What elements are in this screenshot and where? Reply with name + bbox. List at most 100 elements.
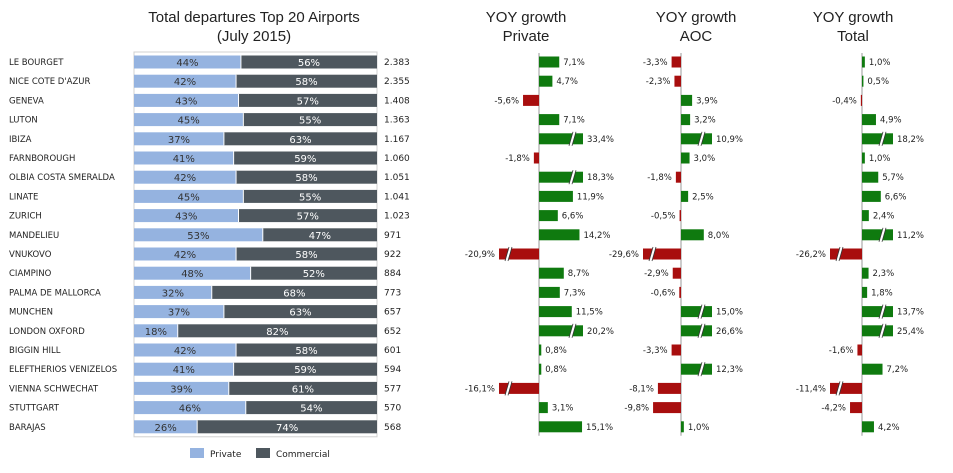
- yoy-positive-bar: [862, 171, 879, 183]
- yoy-positive-bar: [681, 190, 689, 202]
- yoy-value-label: 1,0%: [869, 58, 891, 68]
- airport-label: MANDELIEU: [9, 231, 59, 241]
- commercial-share-label: 55%: [299, 116, 321, 127]
- axis-break-line: [568, 323, 574, 338]
- commercial-share-label: 68%: [283, 288, 305, 299]
- private-share-bar: [134, 113, 244, 127]
- total-departures-value: 1.363: [384, 116, 410, 126]
- yoy-negative-bar: [499, 382, 539, 394]
- yoy-value-label: 7,1%: [563, 58, 585, 68]
- yoy-value-label: 8,0%: [708, 231, 730, 241]
- yoy-positive-bar: [862, 114, 876, 126]
- yoy-positive-bar: [862, 210, 869, 222]
- private-share-bar: [134, 151, 234, 165]
- axis-break-mark: [879, 304, 886, 319]
- yoy-value-label: 15,0%: [716, 308, 743, 318]
- axis-break-line: [838, 246, 844, 262]
- yoy-negative-bar: [860, 94, 862, 106]
- airport-label: STUTTGART: [9, 404, 60, 414]
- axis-break-mark: [836, 247, 843, 261]
- axis-break-line: [697, 323, 703, 338]
- airport-label: BIGGIN HILL: [9, 346, 61, 356]
- yoy-negative-bar: [523, 94, 539, 106]
- yoy-positive-bar: [539, 171, 583, 183]
- yoy-positive-bar: [862, 190, 881, 202]
- legend-label-private: Private: [210, 450, 242, 460]
- yoy-negative-bar: [643, 248, 681, 260]
- yoy-negative-bar: [850, 402, 862, 414]
- private-share-label: 43%: [175, 96, 197, 107]
- commercial-share-label: 63%: [289, 308, 311, 319]
- commercial-share-bar: [245, 401, 377, 415]
- commercial-share-label: 63%: [289, 135, 311, 146]
- commercial-share-bar: [243, 113, 377, 127]
- private-share-label: 39%: [170, 384, 192, 395]
- yoy-value-label: 1,0%: [869, 154, 891, 164]
- axis-break-line: [700, 362, 706, 377]
- yoy-positive-bar: [539, 363, 542, 375]
- private-share-label: 46%: [179, 404, 201, 415]
- axis-break-line: [651, 246, 657, 262]
- private-share-label: 53%: [187, 231, 209, 242]
- yoy-positive-bar: [539, 75, 553, 87]
- axis-break-line: [881, 323, 887, 338]
- yoy-negative-bar: [499, 248, 539, 260]
- yoy-value-label: 0,8%: [545, 365, 567, 375]
- yoy-positive-bar: [539, 306, 572, 318]
- private-share-bar: [134, 247, 237, 261]
- yoy-value-label: 7,3%: [564, 288, 586, 298]
- yoy-value-label: -2,3%: [646, 77, 671, 87]
- yoy-positive-bar: [681, 152, 690, 164]
- commercial-share-bar: [223, 132, 377, 146]
- axis-break-line: [697, 362, 703, 377]
- yoy-negative-bar: [679, 210, 681, 222]
- private-share-bar: [134, 93, 239, 107]
- axis-break-line: [697, 131, 703, 146]
- yoy-value-label: 5,7%: [882, 173, 904, 183]
- yoy-private-title-line-1: YOY growth: [486, 9, 567, 26]
- axis-break-line: [504, 381, 510, 396]
- yoy-value-label: 4,2%: [878, 423, 900, 433]
- commercial-share-bar: [177, 324, 377, 338]
- airport-label: LUTON: [9, 116, 38, 126]
- commercial-share-bar: [240, 55, 377, 69]
- commercial-share-bar: [233, 151, 377, 165]
- yoy-value-label: 18,2%: [897, 135, 924, 145]
- axis-break-line: [835, 381, 841, 396]
- private-share-bar: [134, 324, 178, 338]
- yoy-positive-bar: [862, 267, 869, 279]
- commercial-share-bar: [197, 420, 377, 434]
- yoy-value-label: 33,4%: [587, 135, 614, 145]
- yoy-value-label: 3,2%: [694, 116, 716, 126]
- yoy-value-label: -8,1%: [629, 384, 654, 394]
- yoy-value-label: -1,6%: [829, 346, 854, 356]
- legend-swatch-commercial: [256, 448, 270, 458]
- private-share-bar: [134, 132, 224, 146]
- yoy-positive-bar: [862, 152, 865, 164]
- yoy-value-label: -0,6%: [651, 288, 676, 298]
- private-share-label: 48%: [181, 269, 203, 280]
- private-share-bar: [134, 285, 212, 299]
- yoy-value-label: 18,3%: [587, 173, 614, 183]
- yoy-negative-bar: [653, 402, 681, 414]
- commercial-share-bar: [236, 247, 377, 261]
- axis-break-line: [878, 323, 884, 338]
- yoy-value-label: 7,2%: [887, 365, 909, 375]
- axis-break-mark: [569, 131, 576, 146]
- airport-label: VIENNA SCHWECHAT: [9, 384, 99, 394]
- private-share-bar: [134, 305, 224, 319]
- commercial-share-bar: [238, 93, 377, 107]
- private-share-bar: [134, 55, 241, 69]
- private-share-label: 42%: [174, 250, 196, 261]
- commercial-share-label: 58%: [295, 173, 317, 184]
- yoy-positive-bar: [539, 114, 560, 126]
- commercial-share-bar: [238, 209, 377, 223]
- total-departures-value: 657: [384, 308, 401, 318]
- commercial-share-label: 57%: [297, 212, 319, 223]
- yoy-value-label: 4,7%: [556, 77, 578, 87]
- axis-break-mark: [879, 227, 886, 242]
- yoy-value-label: 7,1%: [563, 116, 585, 126]
- yoy-value-label: 1,0%: [688, 423, 710, 433]
- yoy-positive-bar: [862, 75, 864, 87]
- yoy-value-label: 3,0%: [694, 154, 716, 164]
